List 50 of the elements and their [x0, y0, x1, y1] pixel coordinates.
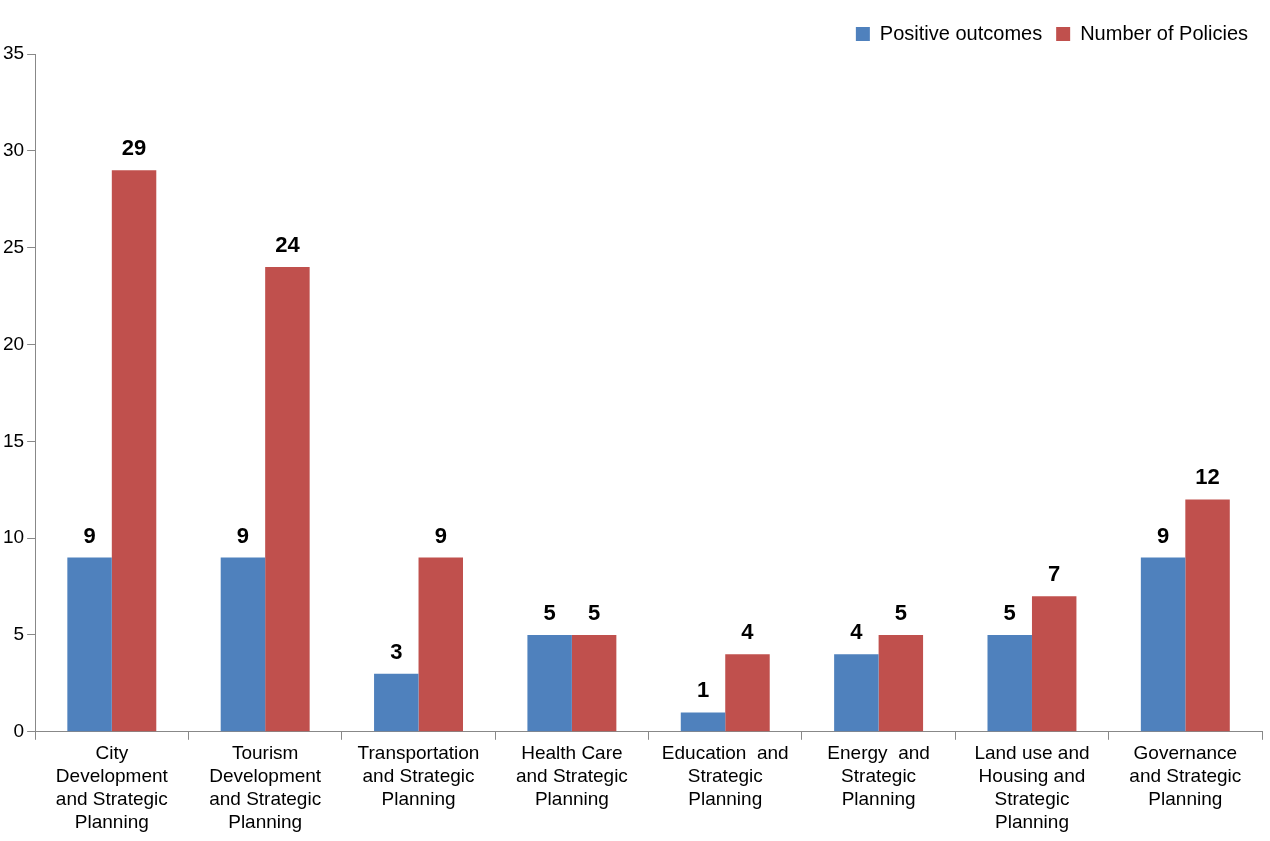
bar: [834, 654, 879, 732]
bar: [220, 557, 266, 732]
y-tick-label: 20: [2, 332, 25, 354]
bar: [527, 634, 572, 732]
data-label: 12: [1195, 464, 1220, 490]
y-tick-label: 25: [2, 235, 25, 257]
bar: [987, 634, 1032, 732]
bar: [111, 170, 157, 732]
data-label: 5: [1003, 600, 1016, 626]
legend-label: Positive outcomes: [879, 21, 1043, 44]
data-label: 4: [741, 619, 755, 645]
data-label: 5: [894, 600, 907, 626]
y-tick-label: 10: [2, 526, 25, 548]
data-label: 29: [121, 135, 147, 161]
x-tick-label: Tourism Development and Strategic Planning: [209, 742, 322, 832]
data-label: 1: [696, 677, 710, 703]
data-label: 7: [1048, 561, 1061, 587]
x-tick-label: City Development and Strategic Planning: [55, 742, 169, 832]
x-tick-label: Health Care and Strategic Planning: [515, 742, 628, 810]
bar: [878, 634, 924, 732]
y-tick-label: 35: [2, 42, 25, 64]
y-tick-label: 5: [13, 623, 25, 645]
legend-label: Number of Policies: [1080, 21, 1248, 44]
bar: [374, 673, 419, 732]
bar: [1185, 499, 1230, 732]
data-label: 9: [1156, 522, 1170, 548]
y-tick-label: 30: [2, 139, 25, 161]
data-label: 9: [434, 522, 447, 548]
x-tick-label: Energy and Strategic Planning: [827, 742, 930, 810]
x-tick-label: Education and Strategic Planning: [661, 742, 789, 810]
bar: [265, 267, 310, 732]
bar: [1140, 557, 1186, 732]
data-label: 3: [390, 638, 403, 664]
y-tick-label: 0: [13, 720, 25, 742]
bar: [680, 712, 726, 732]
bar: [418, 557, 463, 732]
data-label: 4: [850, 619, 864, 645]
bar: [67, 557, 112, 732]
x-tick-label: Governance and Strategic Planning: [1129, 742, 1242, 810]
data-label: 24: [275, 232, 301, 258]
bar: [1031, 596, 1077, 732]
data-label: 5: [543, 600, 556, 626]
x-tick-label: Land use and Housing and Strategic Planning: [974, 742, 1090, 832]
data-label: 9: [83, 522, 96, 548]
bar: [571, 634, 617, 732]
y-tick-label: 15: [2, 429, 25, 451]
data-label: 9: [236, 522, 250, 548]
bar: [725, 654, 770, 732]
data-label: 5: [588, 600, 601, 626]
x-tick-label: Transportation and Strategic Planning: [357, 742, 480, 810]
